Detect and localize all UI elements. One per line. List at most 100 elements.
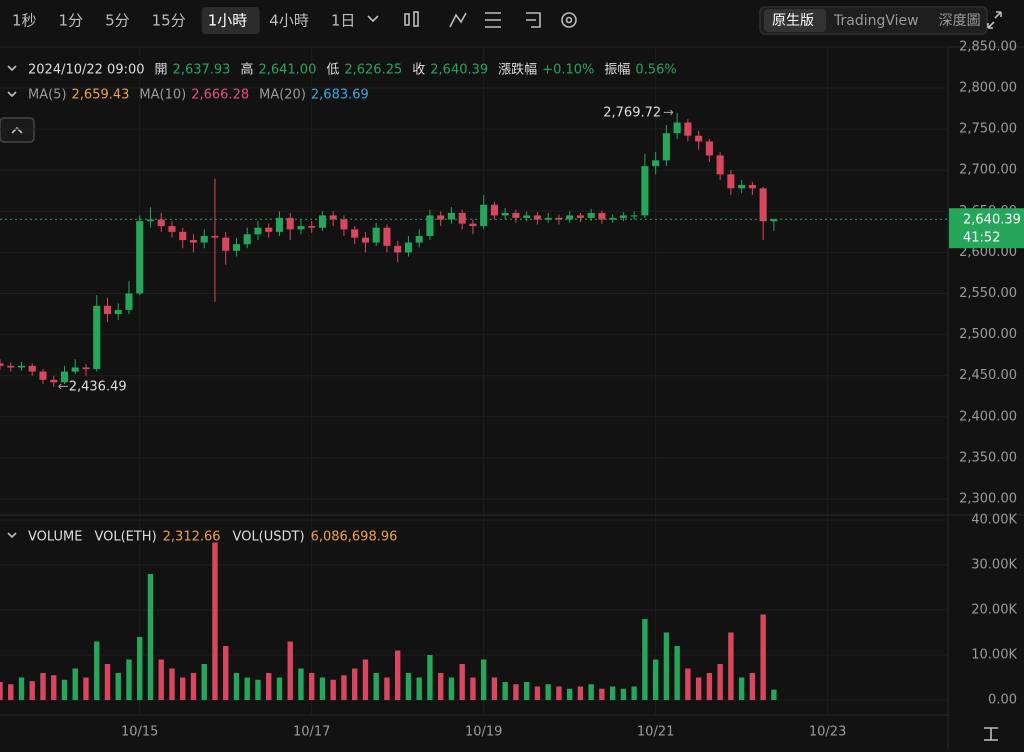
- candle-body: [587, 212, 595, 218]
- header-value: 2,637.93: [173, 63, 231, 78]
- candle-body: [576, 215, 584, 218]
- active-interval-bg: [201, 7, 260, 34]
- axis-mode-icon[interactable]: [984, 727, 998, 741]
- interval-button[interactable]: 1分: [59, 12, 84, 30]
- candle-body: [738, 185, 746, 189]
- candle-body: [146, 219, 155, 222]
- y-tick-label: 2,500.00: [959, 327, 1017, 342]
- candle-body: [609, 217, 617, 220]
- candle-body: [716, 155, 724, 175]
- interval-button[interactable]: 4小時: [269, 12, 309, 30]
- candle-body: [351, 229, 359, 238]
- annotation-arrow: ←: [58, 379, 69, 394]
- fullscreen-icon[interactable]: [987, 11, 1002, 29]
- candle-body: [566, 215, 574, 220]
- y-tick-label: 2,600.00: [959, 245, 1017, 260]
- interval-button[interactable]: 5分: [105, 12, 130, 30]
- volume-bar: [83, 677, 89, 701]
- volume-value: 6,086,698.96: [311, 530, 398, 545]
- y-tick-label: 2,700.00: [959, 163, 1017, 178]
- volume-bar: [556, 686, 562, 701]
- candle-body: [275, 217, 284, 232]
- dropdown-caret[interactable]: [367, 15, 379, 23]
- volume-bar: [104, 664, 111, 701]
- last-price-box: [949, 208, 1024, 249]
- header-value: 2,640.39: [430, 63, 488, 78]
- ma-name: MA(20): [259, 88, 306, 103]
- volume-bar: [631, 686, 637, 701]
- x-tick-label: 10/23: [809, 725, 846, 740]
- collapse-button[interactable]: [0, 117, 35, 143]
- volume-bar: [545, 684, 551, 701]
- volume-bar: [373, 673, 379, 701]
- interval-button[interactable]: 15分: [152, 12, 186, 30]
- header-name: 開: [155, 63, 168, 78]
- candle-body: [361, 237, 369, 243]
- settings-icon[interactable]: [561, 12, 577, 28]
- volume-bar: [201, 664, 207, 701]
- volume-bar: [437, 673, 444, 701]
- volume-bar: [298, 668, 304, 701]
- volume-bar: [566, 688, 573, 701]
- view-button[interactable]: TradingView: [833, 13, 919, 29]
- y-tick-label: 2,400.00: [959, 409, 1017, 424]
- volume-bar: [480, 659, 487, 701]
- candle-icon[interactable]: [404, 11, 419, 27]
- volume-name: VOL(ETH): [94, 530, 156, 545]
- candle-body: [82, 367, 90, 370]
- volume-bar: [706, 673, 713, 701]
- volume-bar: [147, 574, 154, 701]
- volume-bar: [115, 673, 121, 701]
- view-button[interactable]: 深度圖: [939, 13, 981, 29]
- y-tick-label: 30.00K: [971, 558, 1017, 573]
- interval-button[interactable]: 1日: [331, 12, 356, 30]
- view-button[interactable]: 原生版: [772, 13, 814, 29]
- interval-button[interactable]: 1秒: [12, 12, 37, 30]
- candle-body: [297, 226, 305, 230]
- volume-bar: [384, 677, 390, 701]
- volume-bar: [61, 679, 68, 701]
- volume-bar: [255, 679, 261, 701]
- candle-body: [372, 227, 380, 243]
- header-value: +0.10%: [542, 63, 594, 78]
- volume-bar: [29, 681, 35, 701]
- volume-bar: [405, 673, 412, 701]
- volume-title: VOLUME: [28, 530, 82, 545]
- candle-body: [426, 215, 434, 236]
- settings-icon-center: [565, 16, 573, 24]
- volume-bar: [685, 668, 691, 701]
- candle-body: [501, 212, 509, 216]
- header-name: 高: [240, 62, 253, 78]
- candle-body: [189, 240, 198, 243]
- interval-button[interactable]: 1小時: [208, 12, 248, 30]
- volume-bar: [491, 677, 498, 701]
- expand-carets[interactable]: [7, 65, 17, 539]
- candle-body: [222, 237, 230, 251]
- candle-body: [404, 242, 412, 253]
- volume-bar: [642, 619, 648, 701]
- volume-bar: [0, 682, 3, 701]
- list-icon[interactable]: [485, 12, 501, 28]
- candle-body: [523, 215, 531, 218]
- candle-body: [340, 219, 348, 230]
- volume-bar: [40, 673, 46, 701]
- volume-bar: [126, 659, 132, 701]
- candle-body: [254, 227, 262, 235]
- volume-bar: [588, 684, 594, 701]
- candle-body: [759, 188, 767, 222]
- indicator-icon[interactable]: [449, 12, 467, 28]
- candle-body: [60, 371, 69, 383]
- volume-bar: [341, 675, 347, 701]
- volume-bar: [266, 673, 272, 701]
- volume-bar: [448, 677, 455, 701]
- volume-bar: [330, 679, 336, 701]
- volume-bar: [223, 646, 229, 701]
- candle-body: [770, 219, 778, 222]
- draw-icon[interactable]: [526, 12, 541, 28]
- volume-bar: [190, 673, 197, 701]
- volume-name: VOL(USDT): [233, 530, 305, 545]
- volume-bar: [663, 632, 670, 701]
- volume-bar: [137, 637, 143, 701]
- volume-bar: [395, 650, 401, 701]
